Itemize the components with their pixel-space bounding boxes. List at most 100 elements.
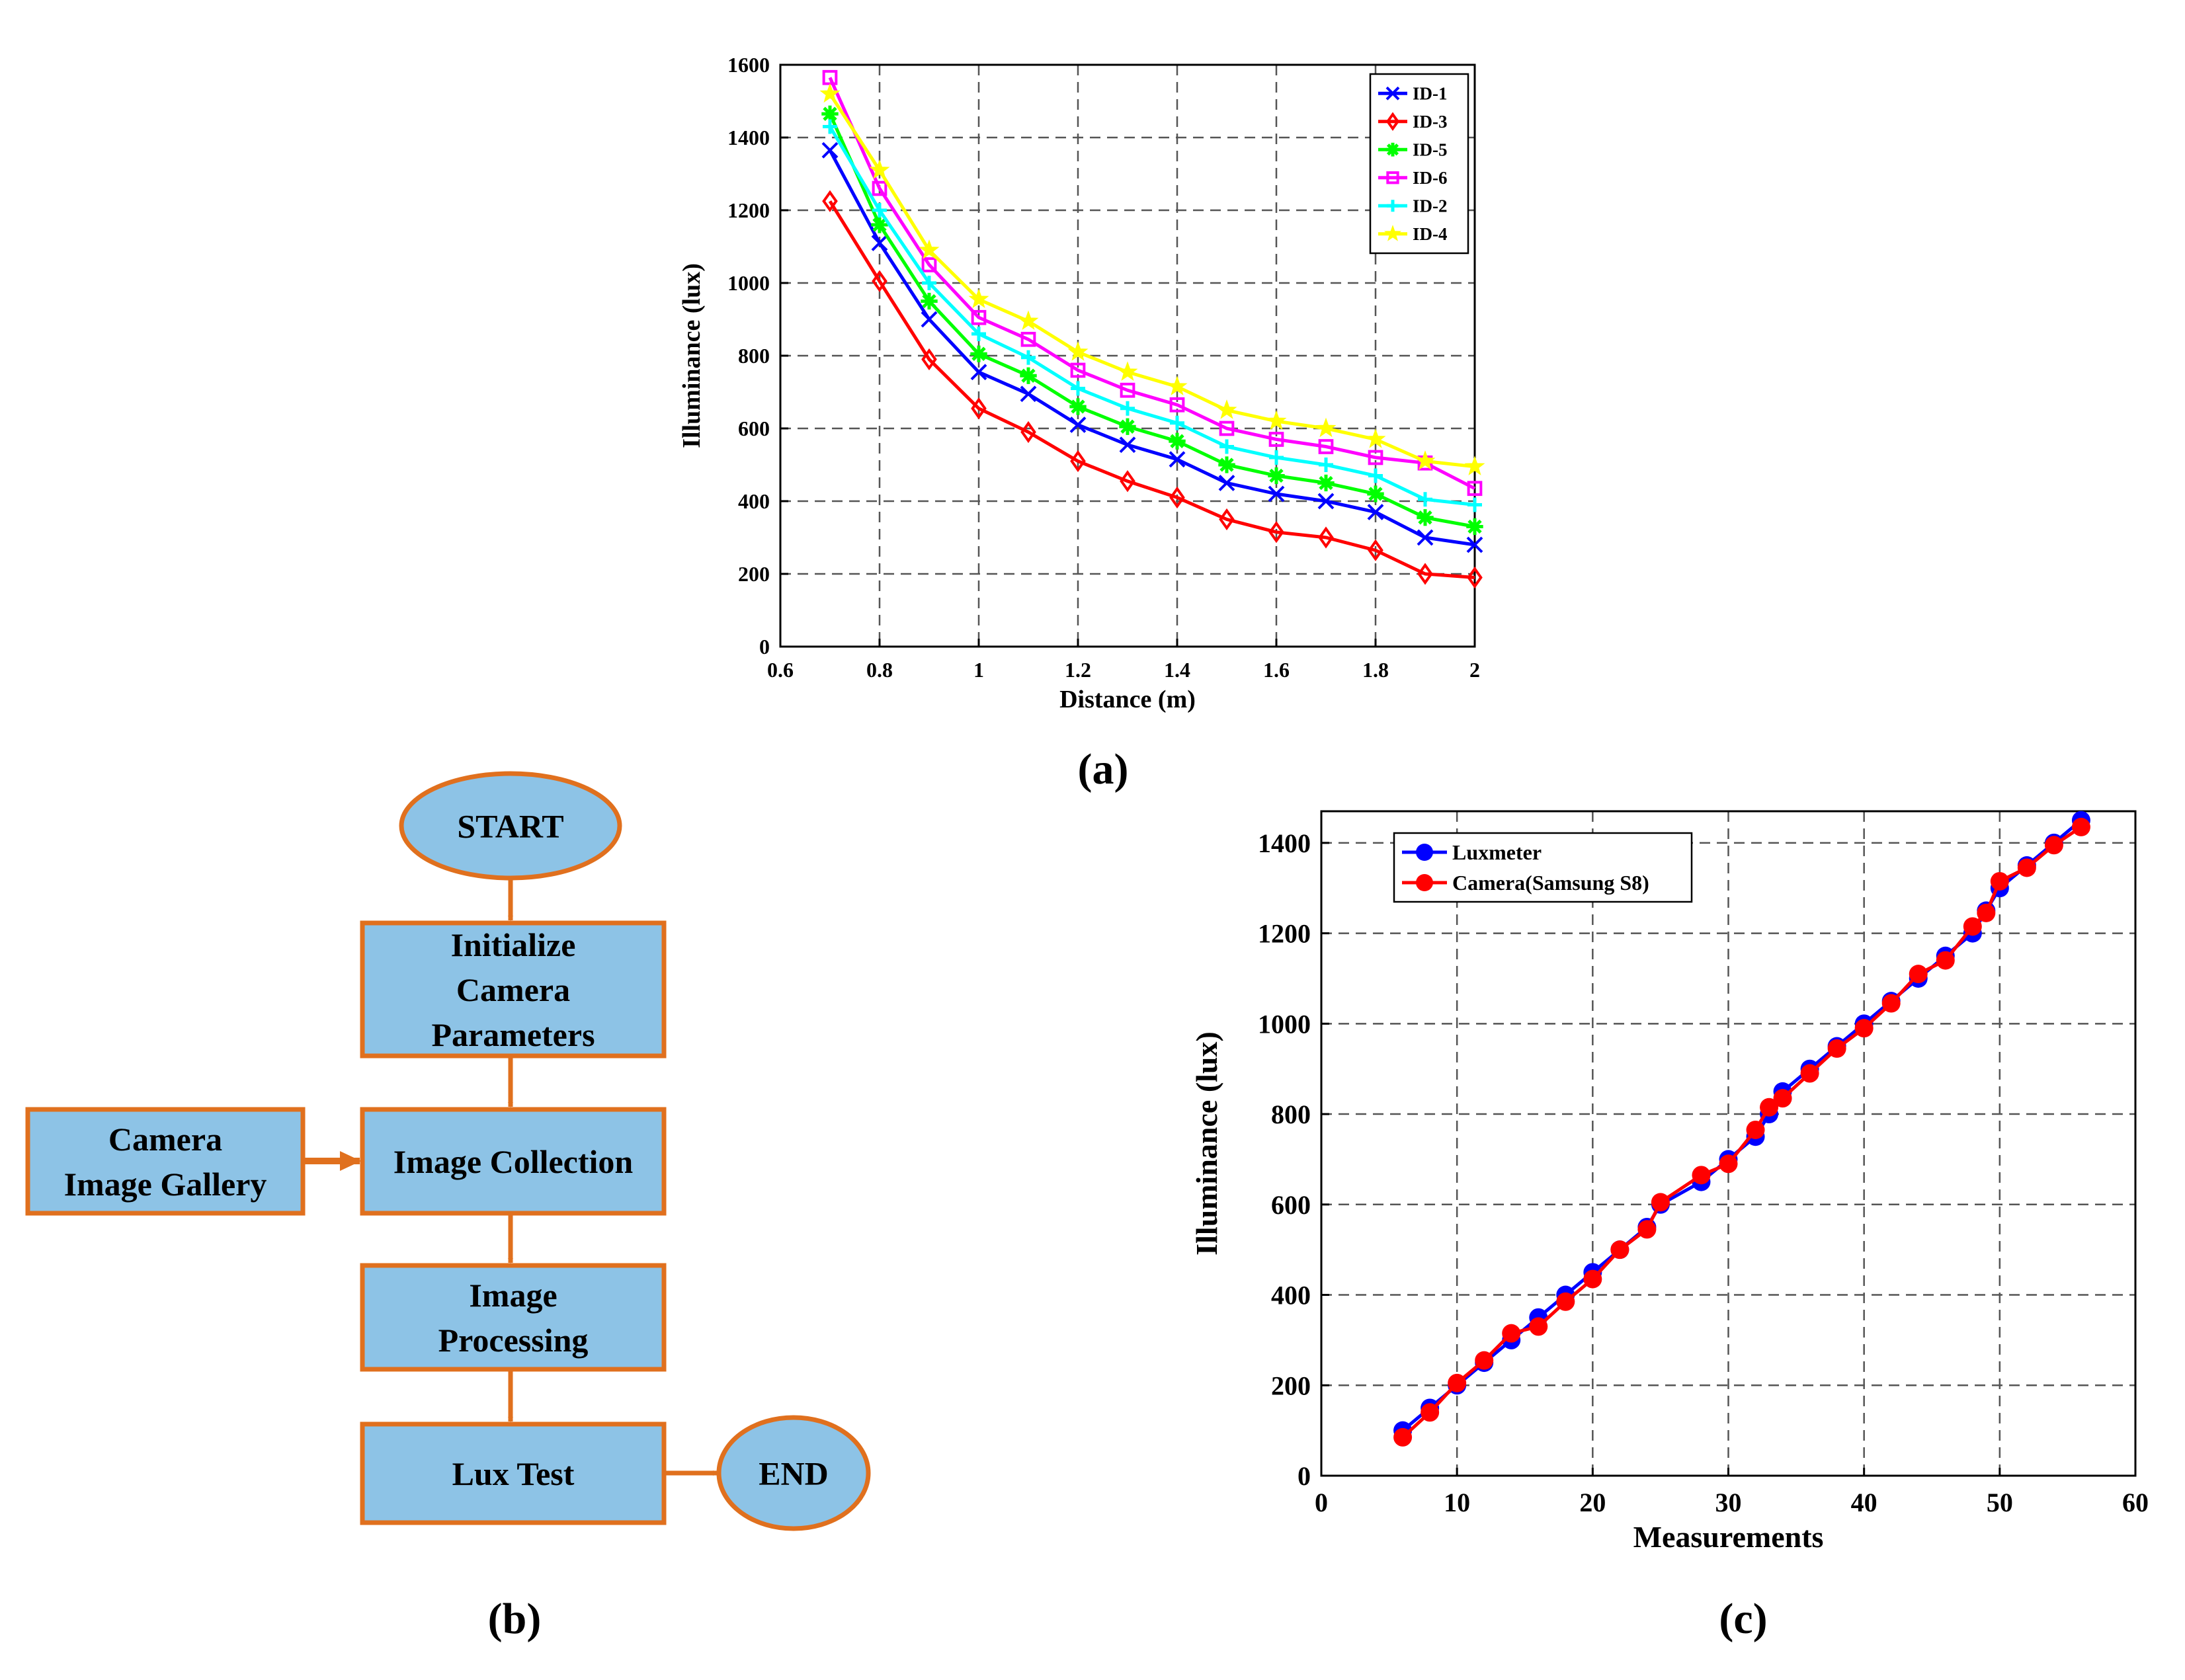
data-point-camera-samsung-s8 — [2017, 858, 2036, 877]
y-tick-label: 600 — [1271, 1190, 1311, 1220]
data-point-id-6 — [1070, 362, 1086, 378]
data-point-camera-samsung-s8 — [1421, 1403, 1440, 1422]
legend-marker-camera-samsung-s8 — [1416, 874, 1433, 891]
series-line-id-1 — [828, 149, 1475, 547]
data-point-id-6 — [921, 257, 937, 272]
data-point-camera-samsung-s8 — [1651, 1193, 1670, 1212]
data-point-camera-samsung-s8 — [1977, 903, 1996, 922]
series-id-6 — [822, 69, 1483, 497]
data-point-id-5 — [1169, 432, 1186, 450]
x-tick-label: 1.8 — [1362, 658, 1389, 682]
data-point-id-2 — [971, 327, 986, 341]
flow-label-end: END — [759, 1455, 829, 1492]
x-tick-label: 40 — [1851, 1488, 1877, 1517]
legend: Luxmeter Camera(Samsung S8) — [1393, 832, 1693, 903]
data-point-camera-samsung-s8 — [1936, 951, 1955, 970]
flow-node-end: END — [716, 1415, 871, 1531]
data-point-id-3 — [1020, 420, 1036, 444]
flow-label-gallery: Image Gallery — [64, 1166, 267, 1203]
y-tick-label: 1600 — [727, 53, 770, 77]
x-tick-label: 0.6 — [767, 658, 794, 682]
legend-label-camera-samsung-s8: Camera(Samsung S8) — [1452, 871, 1649, 895]
data-point-id-6 — [971, 309, 987, 325]
data-point-id-4 — [1464, 456, 1485, 476]
data-point-id-3 — [1268, 521, 1284, 543]
data-point-id-2 — [1269, 450, 1284, 465]
legend-label-id-3: ID-3 — [1413, 112, 1448, 132]
flow-label-start: START — [457, 808, 563, 845]
data-point-id-4 — [1216, 399, 1237, 419]
series-id-2 — [823, 119, 1482, 512]
x-tick-label: 60 — [2122, 1488, 2149, 1517]
data-point-id-3 — [872, 270, 887, 292]
y-tick-label: 800 — [1271, 1100, 1311, 1129]
flow-node-init: Initialize Camera Parameters — [360, 920, 667, 1059]
data-point-id-5 — [1069, 398, 1087, 415]
data-point-id-3 — [1120, 470, 1135, 493]
data-point-id-4 — [869, 159, 890, 179]
y-tick-label: 1200 — [727, 198, 770, 222]
data-point-id-5-core — [1123, 422, 1132, 431]
x-tick-label: 1.2 — [1065, 658, 1091, 682]
y-tick-label: 800 — [738, 344, 770, 368]
legend-box — [1369, 73, 1469, 255]
data-point-camera-samsung-s8 — [1963, 917, 1982, 936]
flow-shape-collect — [360, 1107, 667, 1216]
legend-label-id-5: ID-5 — [1413, 140, 1448, 160]
data-point-id-6 — [1318, 439, 1334, 454]
flow-label-init: Parameters — [431, 1016, 595, 1053]
legend-label-id-1: ID-1 — [1413, 84, 1448, 104]
data-point-camera-samsung-s8 — [1692, 1166, 1711, 1185]
panel-a-chart: 0.6 0.8 1 1.2 1.4 1.6 1.8 2 0 200 400 600 800 1000 120… — [678, 53, 1485, 713]
data-point-id-1 — [1218, 475, 1235, 491]
data-point-id-5 — [1417, 509, 1434, 526]
data-point-id-3 — [1417, 563, 1433, 585]
data-point-camera-samsung-s8 — [1827, 1039, 1846, 1058]
flow-label-init: Camera — [456, 971, 570, 1008]
data-point-id-5-core — [974, 350, 983, 358]
data-point-id-2 — [1170, 415, 1184, 430]
data-point-id-2 — [1467, 497, 1482, 512]
series-line-id-3 — [828, 200, 1475, 579]
data-point-id-3 — [1467, 566, 1483, 589]
y-tick-label: 400 — [738, 489, 770, 513]
data-point-id-5 — [1367, 485, 1384, 502]
data-point-id-1 — [1417, 529, 1434, 546]
data-point-id-5 — [1119, 418, 1136, 435]
y-axis-label: Illuminance (lux) — [678, 263, 706, 448]
y-tick-label: 0 — [1298, 1461, 1311, 1491]
legend-marker-id-5 — [1385, 142, 1400, 157]
series-id-4 — [819, 83, 1485, 476]
data-point-camera-samsung-s8 — [1502, 1324, 1521, 1343]
data-point-id-2 — [872, 203, 887, 218]
data-point-camera-samsung-s8 — [1637, 1220, 1657, 1239]
flow-node-luxtest: Lux Test — [360, 1421, 667, 1525]
x-tick-label: 1.4 — [1164, 658, 1190, 682]
data-point-id-5 — [1466, 518, 1483, 536]
legend-marker-id-2 — [1387, 200, 1399, 212]
data-point-id-5-core — [1321, 479, 1331, 487]
data-point-id-6 — [1020, 331, 1036, 347]
flow-shape-init — [360, 920, 667, 1059]
x-tick-label: 0 — [1315, 1488, 1328, 1517]
data-point-id-4 — [1067, 341, 1089, 361]
series-line-camera-samsung-s8 — [1401, 825, 2082, 1439]
data-point-id-1 — [821, 141, 839, 159]
data-point-id-4 — [919, 239, 940, 259]
flow-node-gallery: Camera Image Gallery — [25, 1107, 306, 1216]
data-point-id-5 — [1218, 456, 1235, 473]
y-tick-label: 0 — [759, 635, 770, 659]
flow-shape-end — [716, 1415, 871, 1531]
x-tick-label: 10 — [1444, 1488, 1470, 1517]
legend-label-id-4: ID-4 — [1413, 224, 1448, 244]
flow-shape-process — [360, 1263, 667, 1372]
data-point-camera-samsung-s8 — [1909, 965, 1928, 984]
legend: ID-1 ID-3 ID-5 ID-6 ID-2 ID-4 — [1369, 73, 1469, 255]
data-point-id-2 — [922, 276, 936, 290]
data-point-id-5-core — [1421, 513, 1430, 522]
data-point-id-4 — [968, 288, 989, 309]
data-point-id-2 — [1120, 401, 1135, 416]
data-point-id-3 — [1368, 539, 1383, 561]
flow-shape-gallery — [25, 1107, 306, 1216]
y-tick-label: 200 — [1271, 1371, 1311, 1400]
